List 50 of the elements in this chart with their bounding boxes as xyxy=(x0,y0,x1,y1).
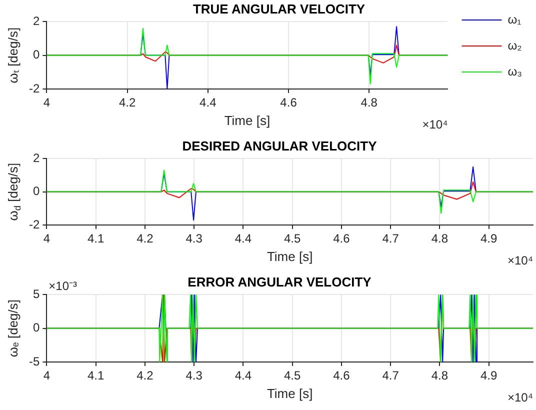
x-tick-label: 4.9 xyxy=(480,232,498,246)
x-tick-label: 4.1 xyxy=(87,368,104,383)
y-axis-title: ωd [deg/s] xyxy=(6,162,22,221)
chart-title: ERROR ANGULAR VELOCITY xyxy=(188,274,372,290)
x-tick-label: 4.6 xyxy=(333,232,350,246)
x-tick-label: 4.5 xyxy=(284,368,301,383)
x-tick-label: 4.7 xyxy=(382,368,400,383)
x-tick-label: 4.4 xyxy=(234,232,252,246)
x-tick-label: 4.8 xyxy=(431,232,448,246)
legend-label: ω₃ xyxy=(508,64,522,78)
x-tick-label: 4.5 xyxy=(284,232,301,246)
legend-label: ω₁ xyxy=(508,12,522,26)
text: ×10⁴ xyxy=(422,117,448,132)
x-tick-label: 4.3 xyxy=(186,368,203,383)
x-tick-label: 4 xyxy=(43,232,50,246)
chart-title: TRUE ANGULAR VELOCITY xyxy=(192,1,366,16)
x-tick-label: 4.2 xyxy=(118,96,136,110)
y-tick-label: -2 xyxy=(29,217,40,232)
x-tick-label: 4.8 xyxy=(431,368,448,383)
x-tick-label: 4.9 xyxy=(480,368,498,383)
y-axis-title: ωₑ [deg/s] xyxy=(6,299,21,358)
x-axis-title: Time [s] xyxy=(224,112,270,128)
x-tick-label: 4.2 xyxy=(136,232,154,246)
y-tick-label: -2 xyxy=(29,81,40,96)
x-tick-label: 4 xyxy=(43,96,50,110)
y-tick-label: 0 xyxy=(32,184,40,198)
y-tick-label: 5 xyxy=(32,286,40,301)
y-axis-title: ωₜ [deg/s] xyxy=(6,27,21,84)
x-tick-label: 4.3 xyxy=(186,232,203,246)
x-axis-title: Time [s] xyxy=(266,386,313,401)
text: ×10⁴ xyxy=(507,390,534,404)
x-tick-label: 4.4 xyxy=(200,96,217,110)
x-tick-label: 4.1 xyxy=(87,232,104,246)
legend-label: ω₂ xyxy=(508,38,522,52)
y-tick-label: 2 xyxy=(32,150,40,165)
y-tick-label: -5 xyxy=(29,354,40,368)
x-tick-label: 4.8 xyxy=(360,96,378,110)
x-tick-label: 4.6 xyxy=(333,368,350,383)
y-tick-label: 0 xyxy=(32,48,40,62)
text: ×10⁴ xyxy=(507,253,534,268)
y-tick-label: 0 xyxy=(32,320,40,335)
x-tick-label: 4.7 xyxy=(382,232,400,246)
x-tick-label: 4.4 xyxy=(234,368,252,383)
chart-title: DESIRED ANGULAR VELOCITY xyxy=(182,138,378,154)
x-tick-label: 4.6 xyxy=(280,96,298,110)
y-tick-label: 2 xyxy=(32,14,40,28)
text: ×10⁻³ xyxy=(48,278,78,293)
x-tick-label: 4.2 xyxy=(136,368,154,383)
x-axis-title: Time [s] xyxy=(266,248,313,264)
x-tick-label: 4 xyxy=(43,368,50,383)
